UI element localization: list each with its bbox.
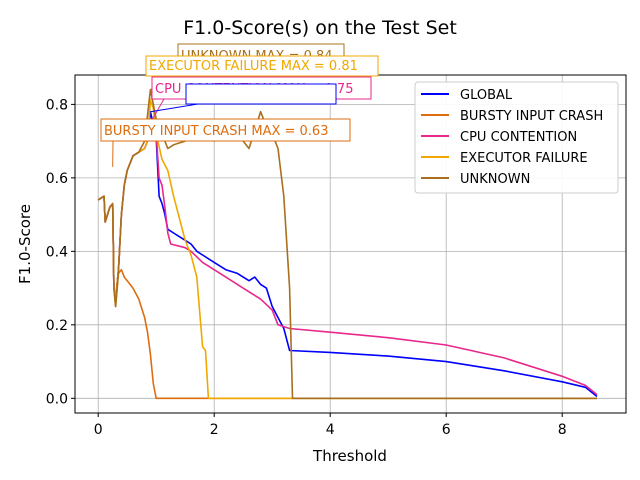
x-tick-label: 2 [210, 422, 219, 438]
x-axis-label: Threshold [312, 447, 387, 465]
x-tick-label: 6 [442, 422, 451, 438]
annotation-box [185, 83, 337, 105]
y-tick-label: 0.8 [46, 97, 68, 113]
legend-box [414, 81, 619, 194]
y-tick-label: 0.2 [46, 318, 68, 334]
y-tick-label: 0.0 [46, 391, 68, 407]
legend-entry: EXECUTOR FAILURE [460, 151, 588, 166]
legend-entry: UNKNOWN [460, 172, 530, 187]
legend-entry: CPU CONTENTION [460, 130, 577, 145]
annotation-label: BURSTY INPUT CRASH MAX = 0.63 [104, 124, 328, 139]
series-line-bursty-input-crash [97, 195, 597, 400]
x-tick-label: 4 [326, 422, 335, 438]
annotation-arrow [150, 103, 199, 113]
annotation-box [145, 55, 379, 77]
annotation-box [100, 118, 351, 142]
y-tick-label: 0.6 [46, 171, 68, 187]
y-axis-label: F1.0-Score [16, 204, 34, 284]
y-tick-label: 0.4 [46, 244, 68, 260]
x-tick-label: 8 [558, 422, 567, 438]
legend-entry: BURSTY INPUT CRASH [460, 109, 603, 124]
max-annotation: BURSTY INPUT CRASH MAX = 0.63 [100, 118, 351, 167]
x-tick-label: 0 [94, 422, 103, 438]
chart-title: F1.0-Score(s) on the Test Set [183, 17, 457, 39]
max-annotation: EXECUTOR FAILURE MAX = 0.81 [145, 55, 379, 101]
legend-entry: GLOBAL [460, 88, 513, 103]
max-annotations: UNKNOWN MAX = 0.84EXECUTOR FAILURE MAX =… [100, 43, 379, 167]
annotation-label: EXECUTOR FAILURE MAX = 0.81 [149, 59, 358, 74]
legend: GLOBAL BURSTY INPUT CRASH CPU CONTENTION EX… [414, 81, 619, 194]
max-annotation [150, 83, 337, 113]
axis-ticks: 0 2 4 6 8 0.0 0.2 0.4 0.6 0.8 [46, 97, 567, 438]
